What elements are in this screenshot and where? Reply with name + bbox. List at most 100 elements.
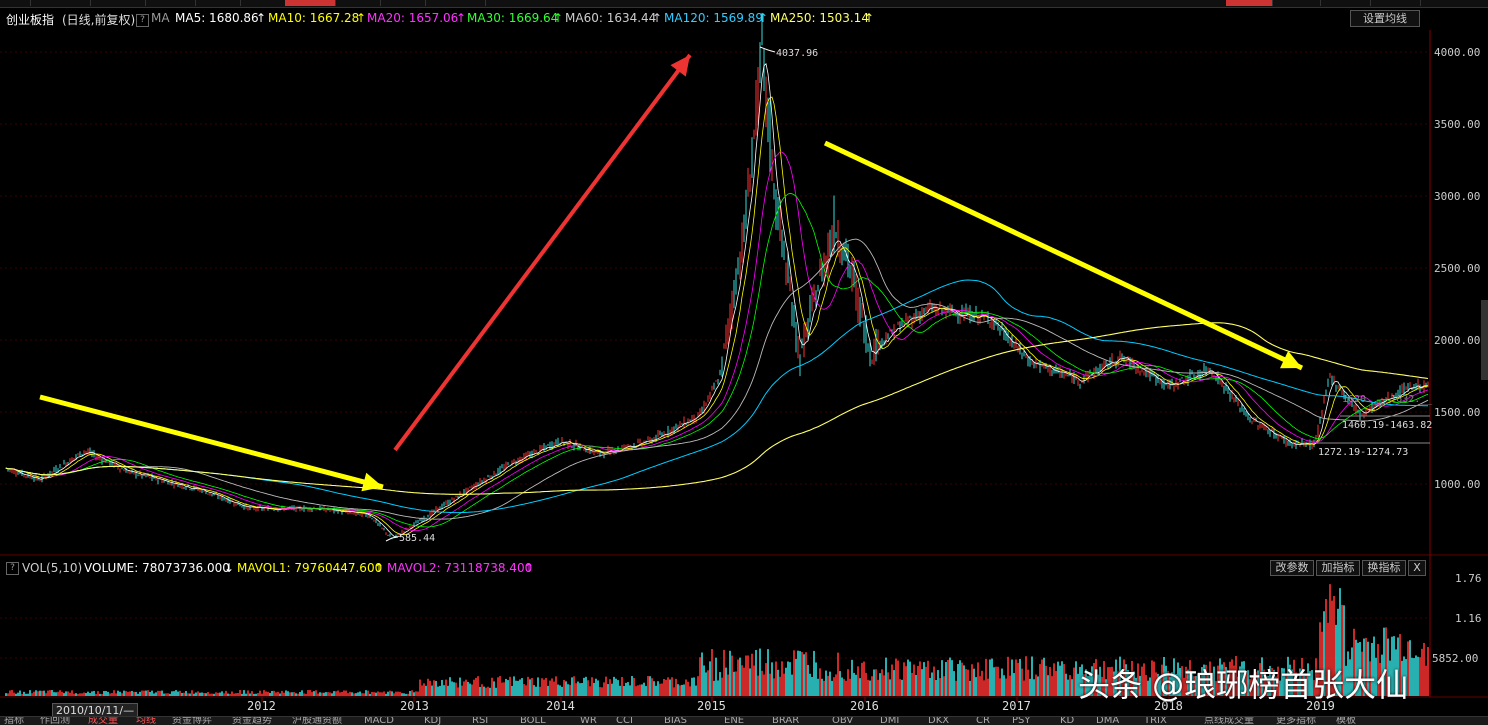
ma-line	[5, 62, 1429, 538]
indicator-tab[interactable]: RSI	[472, 717, 489, 725]
volume-indicator-name: VOL(5,10)	[22, 561, 83, 575]
indicator-tab-bar: 指标 作回测 成交量 均线 资金博弈 资金趋势 沪股通资额 MACD KDJ RSI BOLL WR C…	[0, 716, 1488, 725]
high-marker	[759, 46, 776, 53]
scrollbar-thumb[interactable]	[1481, 300, 1488, 380]
indicator-tab[interactable]: OBV	[832, 717, 854, 725]
arrow-up-icon: ↑	[864, 11, 875, 25]
year-label: 2018	[1154, 699, 1183, 713]
trend-arrow	[39, 394, 384, 490]
ma120-value: MA120: 1569.89	[664, 11, 763, 25]
volume-tick: 5852.00	[1432, 652, 1478, 665]
year-label: 2017	[1002, 699, 1031, 713]
toolbar-cell[interactable]	[1320, 0, 1371, 6]
toolbar-cell[interactable]	[145, 0, 196, 6]
watermark: 头条 @琅琊榜首张大仙	[1078, 666, 1409, 704]
indicator-tab[interactable]: 成交量	[88, 717, 118, 725]
ma-line	[5, 96, 1429, 536]
indicator-tab[interactable]: DKX	[928, 717, 950, 725]
indicator-tab[interactable]: 模板	[1336, 717, 1356, 725]
add-indicator-button[interactable]: 加指标	[1316, 560, 1360, 576]
arrow-head	[670, 55, 690, 77]
indicator-tab[interactable]: 沪股通资额	[292, 717, 342, 725]
year-label: 2013	[400, 699, 429, 713]
year-axis: 2012 2013 2014 2015 2016 2017 2018 2019	[247, 699, 1335, 713]
mavol1-value: MAVOL1: 79760447.600	[237, 561, 383, 575]
indicator-tab[interactable]: MACD	[364, 717, 394, 725]
trend-arrows	[39, 53, 1304, 492]
ma10-value: MA10: 1667.28	[268, 11, 360, 25]
trend-arrow	[823, 140, 1304, 371]
close-icon[interactable]: X	[1408, 560, 1426, 576]
indicator-tab[interactable]: 指标	[4, 717, 24, 725]
toolbar-cell-active[interactable]	[1226, 0, 1273, 6]
candlesticks	[5, 12, 1429, 540]
mavol2-value: MAVOL2: 73118738.400	[387, 561, 533, 575]
low-marker	[385, 536, 399, 542]
indicator-tab[interactable]: DMI	[880, 717, 900, 725]
indicator-tab[interactable]: 更多指标	[1276, 717, 1316, 725]
change-params-button[interactable]: 改参数	[1270, 560, 1314, 576]
trend-arrow	[393, 53, 692, 452]
ma-line	[5, 279, 1428, 514]
chart-mode: (日线,前复权)	[62, 13, 136, 27]
indicator-tab[interactable]: 资金趋势	[232, 717, 272, 725]
indicator-tab[interactable]: 均线	[136, 717, 156, 725]
indicator-tab[interactable]: KDJ	[424, 717, 442, 725]
volume-tick: 1.16	[1455, 612, 1482, 625]
swap-indicator-button[interactable]: 换指标	[1362, 560, 1406, 576]
price-tick: 1000.00	[1434, 478, 1480, 491]
toolbar-cell[interactable]	[425, 0, 486, 6]
price-grid	[0, 51, 1430, 659]
arrow-up-icon: ↑	[456, 11, 467, 25]
toolbar-cell-active[interactable]	[285, 0, 336, 6]
price-tick: 2500.00	[1434, 262, 1480, 275]
indicator-tab[interactable]: 作回测	[40, 717, 70, 725]
indicator-tab[interactable]: KD	[1060, 717, 1075, 725]
volume-axis: 1.76 1.16 5852.00	[1432, 572, 1482, 665]
low-label: 585.44	[399, 533, 435, 544]
arrow-up-icon: ↑	[758, 11, 769, 25]
indicator-tab[interactable]: CCI	[616, 717, 633, 725]
arrow-up-icon: ↑	[553, 11, 564, 25]
index-title: 创业板指	[6, 13, 55, 27]
year-ticks	[261, 697, 1322, 702]
ma5-value: MA5: 1680.86	[175, 11, 259, 25]
price-tick: 1500.00	[1434, 406, 1480, 419]
toolbar-cell[interactable]	[1370, 0, 1421, 6]
indicator-tab[interactable]: 点线成交量	[1204, 717, 1254, 725]
ma20-value: MA20: 1657.06	[367, 11, 459, 25]
ma-line	[5, 322, 1429, 495]
toolbar-cell[interactable]	[380, 0, 426, 6]
toolbar-cell[interactable]	[0, 0, 31, 6]
indicator-tab[interactable]: DMA	[1096, 717, 1120, 725]
year-label: 2014	[546, 699, 575, 713]
toolbar-cell[interactable]	[335, 0, 381, 6]
toolbar-cell[interactable]	[1272, 0, 1321, 6]
volume-tick: 1.76	[1455, 572, 1482, 585]
indicator-tab[interactable]: BOLL	[520, 717, 546, 725]
indicator-tab[interactable]: ENE	[724, 717, 745, 725]
toolbar-cell[interactable]	[195, 0, 241, 6]
indicator-tab[interactable]: 资金博弈	[172, 717, 212, 725]
toolbar-cell[interactable]	[90, 0, 146, 6]
indicator-tab[interactable]: BRAR	[772, 717, 800, 725]
toolbar-cell[interactable]	[30, 0, 91, 6]
band-label-2: 1460.19-1463.82	[1342, 420, 1432, 431]
ma-settings-button[interactable]: 设置均线	[1350, 10, 1420, 27]
indicator-tab[interactable]: CR	[976, 717, 990, 725]
date-range-box[interactable]: 2010/10/11/—	[52, 703, 139, 718]
price-tick: 2000.00	[1434, 334, 1480, 347]
arrow-down-icon: ↓	[224, 561, 235, 575]
indicator-tab[interactable]: BIAS	[664, 717, 687, 725]
year-label: 2019	[1306, 699, 1335, 713]
indicator-tab[interactable]: TRIX	[1144, 717, 1167, 725]
high-label: 4037.96	[776, 48, 818, 59]
volume-bars	[5, 584, 1429, 696]
indicator-tab[interactable]: WR	[580, 717, 597, 725]
indicator-tab[interactable]: PSY	[1012, 717, 1031, 725]
volume-value: VOLUME: 78073736.000	[84, 561, 230, 575]
arrow-up-icon: ↑	[524, 561, 535, 575]
year-label: 2012	[247, 699, 276, 713]
year-label: 2015	[697, 699, 726, 713]
